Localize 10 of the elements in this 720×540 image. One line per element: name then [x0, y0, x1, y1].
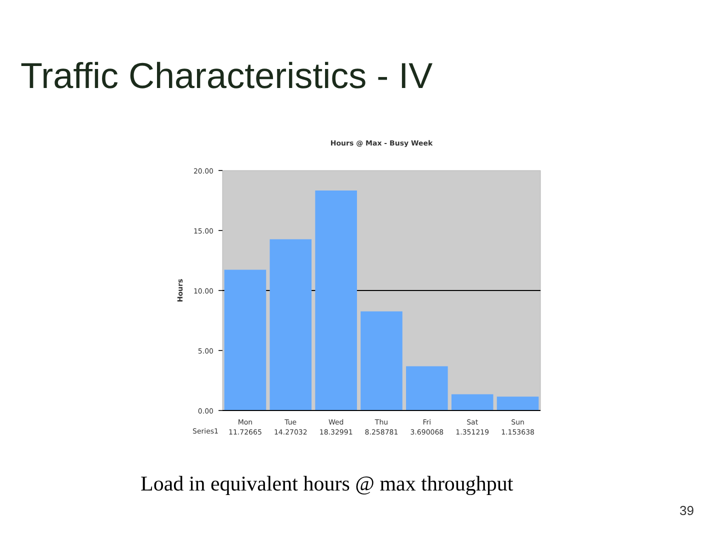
text: 39	[680, 503, 694, 518]
bar	[360, 311, 402, 410]
bar	[496, 396, 539, 410]
bar	[451, 394, 494, 410]
text: Load in equivalent hours @ max throughput	[140, 472, 514, 496]
bar	[270, 239, 312, 410]
bar	[406, 366, 448, 410]
bar	[315, 190, 357, 410]
bar	[224, 270, 266, 410]
chart-title: Traffic Characteristics - IV	[20, 55, 433, 96]
